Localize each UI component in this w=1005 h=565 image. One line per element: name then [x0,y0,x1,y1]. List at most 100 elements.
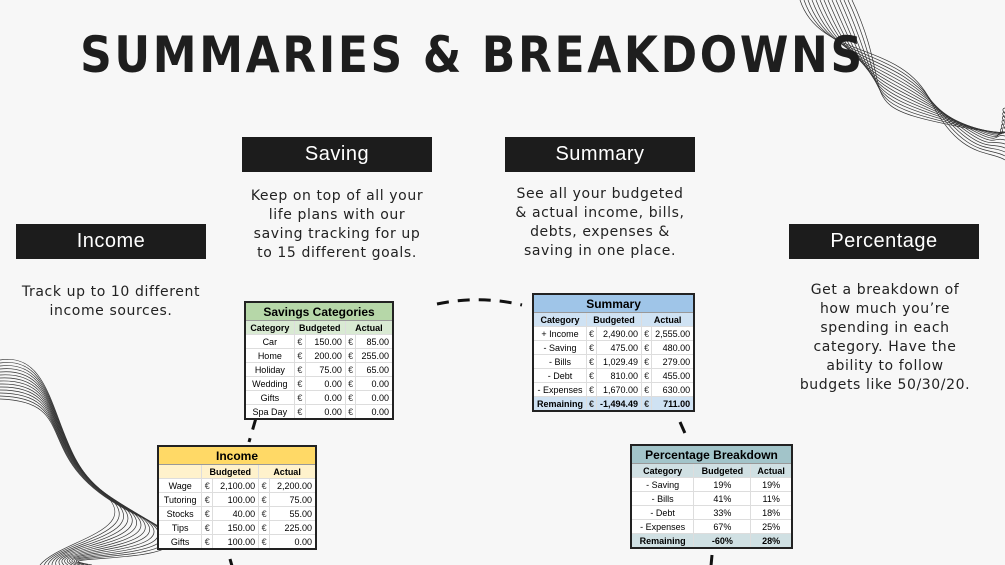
value-cell: 255.00 [355,348,394,363]
description-line: to 15 different goals. [257,245,417,261]
euro-symbol: € [344,348,357,363]
value-cell: 810.00 [596,368,643,383]
value-cell: 0.00 [355,404,394,420]
value-cell: 11% [750,491,793,506]
value-cell: 40.00 [212,506,260,521]
description-line: saving in one place. [523,243,677,259]
euro-symbol: € [201,478,214,493]
value-cell: 55.00 [269,506,317,521]
percentage-label: Percentage [789,224,979,259]
category-cell: Remaining [630,533,695,549]
category-cell: Wedding [244,376,295,391]
category-cell: Gifts [244,390,295,405]
value-cell: 85.00 [355,334,394,349]
value-cell: 18% [750,505,793,520]
value-cell: 2,100.00 [212,478,260,493]
column-header: Actual [344,320,394,335]
value-cell: 41% [693,491,752,506]
euro-symbol: € [586,396,598,412]
value-cell: 150.00 [305,334,346,349]
value-cell: 0.00 [355,376,394,391]
description-line: & actual income, bills, [515,205,685,221]
description-line: spending in each [820,320,950,336]
connector-percentage-bottom [709,554,714,565]
value-cell: 480.00 [651,340,695,355]
euro-symbol: € [641,354,653,369]
category-cell: Wage [157,478,203,493]
euro-symbol: € [586,354,598,369]
description-line: budgets like 50/30/20. [799,377,971,393]
percentage-breakdown-table: Percentage Breakdown Category Budgeted Actu… [630,444,793,549]
description-line: ability to follow [826,358,944,374]
euro-symbol: € [293,390,307,405]
connector-savings-income [247,417,258,443]
category-cell: - Debt [532,368,588,383]
description-line: category. Have the [813,339,957,355]
value-cell: 33% [693,505,752,520]
table-row: - Debt 33% 18% [630,505,793,520]
euro-symbol: € [258,534,271,550]
category-cell: - Debt [630,505,695,520]
table-row: Spa Day €0.00 €0.00 [244,404,394,420]
summary-table: Summary Category Budgeted Actual + Income €2,… [532,293,696,412]
euro-symbol: € [641,368,653,383]
income-table: Income Budgeted Actual Wage €2,100.00 €2,200.… [157,445,317,550]
column-header: Actual [258,464,317,479]
value-cell: 455.00 [651,368,695,383]
column-header: Actual [750,463,793,478]
value-cell: 100.00 [212,534,260,550]
value-cell: 225.00 [269,520,317,535]
euro-symbol: € [258,478,271,493]
euro-symbol: € [586,382,598,397]
table-row: Home €200.00 €255.00 [244,348,394,363]
column-header: Budgeted [586,312,643,327]
category-cell: Spa Day [244,404,295,420]
column-header: Category [630,463,695,478]
value-cell: 19% [693,477,752,492]
euro-symbol: € [344,334,357,349]
category-cell: - Saving [532,340,588,355]
value-cell: 711.00 [651,396,695,412]
category-cell: - Bills [630,491,695,506]
euro-symbol: € [293,404,307,420]
column-header: Budgeted [693,463,752,478]
table-row: Tutoring €100.00 €75.00 [157,492,317,507]
euro-symbol: € [258,492,271,507]
column-header: Budgeted [201,464,260,479]
euro-symbol: € [344,376,357,391]
value-cell: 279.00 [651,354,695,369]
euro-symbol: € [293,334,307,349]
page-title: SUMMARIES & BREAKDOWNS [80,26,865,84]
category-cell: + Income [532,326,588,341]
column-header [157,464,203,479]
value-cell: 2,555.00 [651,326,695,341]
euro-symbol: € [344,362,357,377]
value-cell: 0.00 [355,390,394,405]
table-row: + Income €2,490.00 €2,555.00 [532,326,695,341]
table-row: Wage €2,100.00 €2,200.00 [157,478,317,493]
table-row: - Expenses 67% 25% [630,519,793,534]
category-cell: Remaining [532,396,588,412]
category-cell: Holiday [244,362,295,377]
summary-description: See all your budgeted & actual income, bi… [485,185,715,261]
table-title: Percentage Breakdown [630,444,793,464]
value-cell: 630.00 [651,382,695,397]
column-header: Category [244,320,295,335]
table-row: Wedding €0.00 €0.00 [244,376,394,391]
euro-symbol: € [293,376,307,391]
income-label: Income [16,224,206,259]
saving-label: Saving [242,137,432,172]
table-row: Gifts €0.00 €0.00 [244,390,394,405]
description-line: debts, expenses & [530,224,670,240]
table-row: Car €150.00 €85.00 [244,334,394,349]
euro-symbol: € [201,506,214,521]
table-row: - Bills €1,029.49 €279.00 [532,354,695,369]
total-row: Remaining -60% 28% [630,533,793,549]
category-cell: - Saving [630,477,695,492]
description-line: Keep on top of all your [250,188,424,204]
total-row: Remaining € -1,494.49 €711.00 [532,396,695,412]
value-cell: 0.00 [305,390,346,405]
table-row: - Expenses €1,670.00 €630.00 [532,382,695,397]
column-header: Actual [641,312,695,327]
value-cell: 65.00 [355,362,394,377]
